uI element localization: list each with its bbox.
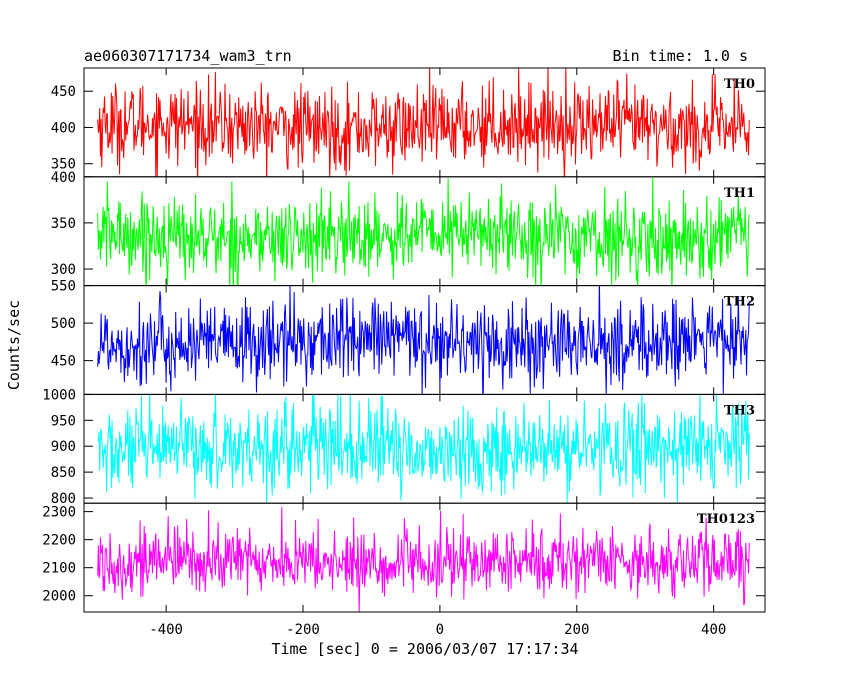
series-line-th0123: [97, 507, 750, 613]
panel-th2: 450 500 550 TH2: [51, 279, 766, 395]
y-tick-label: 350: [51, 157, 76, 173]
series-line-th2: [97, 285, 750, 395]
y-tick-label: 1000: [42, 387, 76, 403]
panel-name-label: TH3: [724, 403, 755, 418]
y-axis-label: Counts/sec: [5, 300, 23, 390]
y-tick-label: 300: [51, 262, 76, 278]
series-line-th1: [97, 176, 750, 286]
x-axis-label: Time [sec] 0 = 2006/03/07 17:17:34: [271, 640, 578, 658]
series-line-th3: [97, 394, 750, 504]
panel-frame: [83, 502, 766, 613]
y-tick-label: 400: [51, 170, 76, 186]
y-tick-label: 850: [51, 465, 76, 481]
x-axis: -400 -200 0 200 400: [149, 622, 726, 638]
y-tick-label: 450: [51, 84, 76, 100]
y-tick-label: 900: [51, 439, 76, 455]
panel-th3: 800 850 900 950 1000 TH3: [42, 387, 766, 507]
panel-frame: [83, 285, 766, 395]
x-tick-label: -200: [286, 622, 320, 638]
y-tick-label: 400: [51, 120, 76, 136]
y-tick-label: 450: [51, 354, 76, 370]
panel-name-label: TH2: [724, 295, 755, 310]
panel-name-label: TH0: [724, 77, 755, 92]
x-tick-label: 200: [564, 622, 589, 638]
y-tick-label: 950: [51, 413, 76, 429]
panel-th0123: 2000 2100 2200 2300 TH0123: [42, 502, 766, 613]
y-tick-label: 2200: [42, 533, 76, 549]
y-tick-label: 500: [51, 316, 76, 332]
bin-time-label: Bin time: 1.0 s: [613, 47, 748, 65]
x-tick-label: -400: [149, 622, 183, 638]
panel-name-label: TH0123: [697, 512, 755, 527]
y-tick-label: 550: [51, 279, 76, 295]
x-tick-label: 400: [701, 622, 726, 638]
panel-name-label: TH1: [724, 186, 755, 201]
y-tick-label: 800: [51, 491, 76, 507]
x-tick-label: 0: [436, 622, 444, 638]
panel-th0: 350 400 450 TH0: [51, 67, 766, 178]
y-tick-label: 2000: [42, 589, 76, 605]
chart-title: ae060307171734_wam3_trn: [84, 47, 292, 65]
series-line-th0: [97, 68, 750, 177]
y-tick-label: 2100: [42, 561, 76, 577]
y-tick-label: 2300: [42, 505, 76, 521]
y-tick-label: 350: [51, 216, 76, 232]
